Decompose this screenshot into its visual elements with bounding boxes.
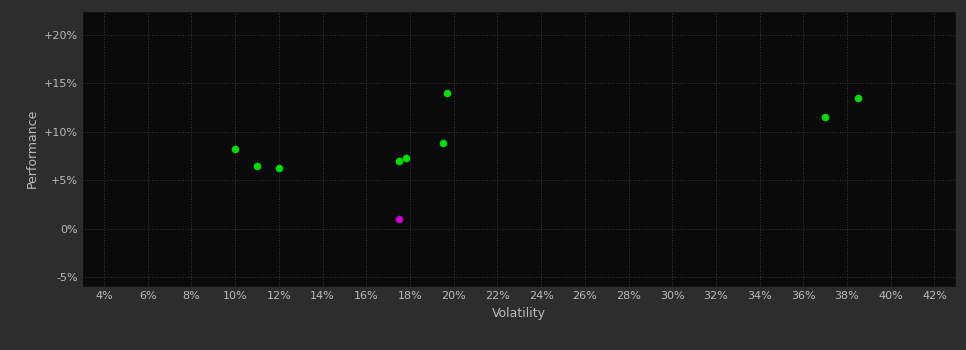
Point (435, 141, 450, 146)
Point (271, 165, 287, 170)
Point (440, 90, 455, 96)
Point (391, 216, 407, 222)
Point (391, 158, 407, 164)
Y-axis label: Performance: Performance (25, 109, 39, 188)
Point (249, 163, 265, 169)
X-axis label: Volatility: Volatility (493, 307, 546, 320)
Point (398, 155, 413, 161)
Point (850, 95, 866, 100)
Point (227, 146, 242, 152)
Point (817, 114, 833, 120)
